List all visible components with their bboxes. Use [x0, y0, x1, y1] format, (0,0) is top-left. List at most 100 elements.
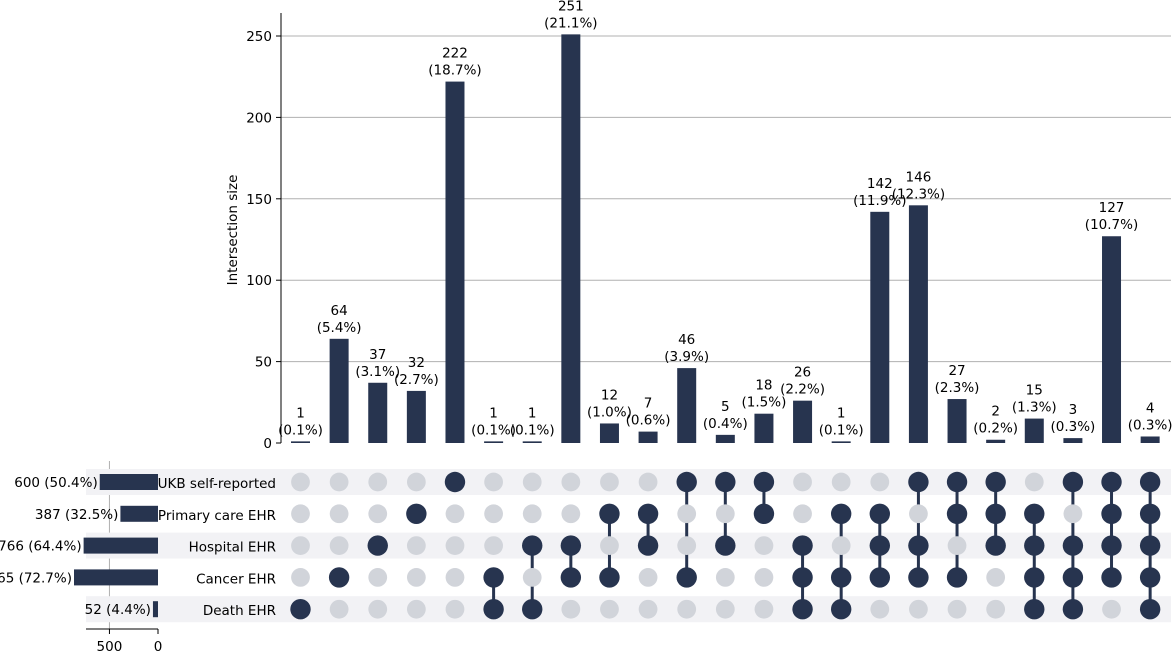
- membership-dot-active: [290, 599, 311, 620]
- membership-dot-inactive: [522, 504, 542, 524]
- membership-dot-inactive: [291, 568, 310, 587]
- intersection-bar: [291, 441, 310, 443]
- membership-dot-inactive: [484, 504, 503, 524]
- bar-percent-label: (0.2%): [973, 421, 1018, 437]
- membership-dot-inactive: [754, 599, 774, 619]
- membership-dot-active: [792, 535, 813, 556]
- membership-dot-active: [1139, 503, 1161, 524]
- bar-percent-label: (0.1%): [819, 422, 864, 438]
- membership-dot-inactive: [870, 599, 890, 619]
- intersection-bar: [831, 441, 851, 443]
- set-size-label: 865 (72.7%): [0, 570, 72, 586]
- membership-dot-active: [599, 503, 620, 524]
- y-tick-label: 100: [246, 273, 272, 289]
- set-name-label: Primary care EHR: [158, 508, 276, 524]
- membership-dot-active: [367, 535, 388, 556]
- bar-percent-label: (18.7%): [428, 63, 481, 79]
- membership-dot-inactive: [368, 472, 388, 492]
- set-size-label: 766 (64.4%): [0, 539, 82, 555]
- membership-dot-active: [830, 599, 852, 620]
- bar-count-label: 3: [1069, 402, 1078, 418]
- bar-count-label: 146: [906, 169, 932, 185]
- intersection-bar: [1102, 236, 1122, 443]
- membership-dot-inactive: [368, 599, 388, 619]
- membership-dot-active: [1024, 567, 1045, 588]
- set-name-label: Death EHR: [203, 603, 276, 619]
- bar-count-label: 1: [489, 405, 498, 421]
- set-size-bar: [74, 569, 158, 586]
- membership-dot-active: [560, 535, 582, 556]
- intersection-bar: [329, 338, 349, 443]
- bar-percent-label: (2.3%): [935, 380, 980, 396]
- membership-dot-inactive: [561, 504, 581, 524]
- membership-dot-active: [522, 599, 543, 620]
- bar-count-label: 18: [755, 378, 772, 394]
- membership-dot-inactive: [986, 599, 1006, 619]
- set-name-label: UKB self-reported: [158, 476, 276, 492]
- membership-dot-inactive: [329, 599, 349, 619]
- membership-dot-active: [1062, 599, 1084, 620]
- membership-dot-inactive: [368, 568, 388, 587]
- bar-count-label: 222: [442, 46, 468, 62]
- membership-dot-inactive: [715, 504, 735, 524]
- set-size-bar: [83, 537, 158, 554]
- membership-dot-active: [1139, 599, 1161, 620]
- membership-dot-inactive: [291, 536, 310, 555]
- bar-percent-label: (1.5%): [742, 395, 787, 411]
- membership-dot-inactive: [1102, 599, 1121, 619]
- membership-dot-inactive: [947, 536, 967, 555]
- membership-dot-active: [830, 567, 852, 588]
- bar-percent-label: (21.1%): [544, 15, 597, 31]
- bar-count-label: 2: [991, 404, 1000, 420]
- set-size-bars: [74, 474, 158, 618]
- membership-dot-inactive: [329, 472, 349, 492]
- intersection-bar: [947, 399, 967, 443]
- y-axis-title: Intersection size: [225, 175, 241, 286]
- bar-percent-label: (0.6%): [626, 413, 671, 429]
- bar-count-label: 127: [1099, 200, 1125, 216]
- bar-count-label: 4: [1146, 400, 1155, 416]
- membership-dot-active: [522, 535, 543, 556]
- membership-dot-active: [985, 503, 1006, 524]
- bar-count-label: 26: [794, 365, 811, 381]
- membership-dot-inactive: [986, 568, 1006, 587]
- membership-dot-active: [715, 535, 736, 556]
- bar-percent-label: (10.7%): [1085, 217, 1138, 233]
- membership-dot-inactive: [406, 536, 426, 555]
- set-size-tick-label: 500: [97, 639, 123, 653]
- intersection-bar: [484, 441, 504, 443]
- bar-count-label: 46: [678, 332, 695, 348]
- membership-dot-active: [1101, 535, 1122, 556]
- membership-dot-inactive: [406, 568, 426, 587]
- membership-dot-inactive: [793, 472, 812, 492]
- membership-dot-active: [1062, 471, 1084, 493]
- intersection-bar: [522, 441, 542, 443]
- membership-dot-inactive: [600, 472, 619, 492]
- intersection-bar: [1140, 436, 1160, 443]
- set-size-label: 52 (4.4%): [85, 602, 151, 618]
- intersection-bar: [986, 439, 1006, 443]
- bar-count-label: 27: [948, 363, 965, 379]
- membership-dot-inactive: [484, 536, 503, 555]
- membership-dot-active: [715, 471, 736, 493]
- set-size-tick-label: 0: [154, 639, 163, 653]
- membership-dot-active: [830, 503, 852, 524]
- membership-dot-inactive: [715, 599, 735, 619]
- membership-dot-inactive: [677, 504, 697, 524]
- set-size-label: 600 (50.4%): [14, 475, 97, 491]
- membership-dot-inactive: [522, 568, 542, 587]
- y-tick-label: 150: [246, 192, 272, 208]
- membership-dot-inactive: [484, 472, 503, 492]
- bar-count-label: 1: [837, 405, 846, 421]
- membership-dot-inactive: [754, 536, 774, 555]
- membership-dot-inactive: [522, 472, 542, 492]
- membership-dot-active: [1139, 535, 1161, 556]
- bar-percent-label: (1.0%): [587, 404, 632, 420]
- bar-percent-label: (5.4%): [317, 320, 362, 336]
- intersection-bars: [291, 34, 1160, 444]
- set-size-label: 387 (32.5%): [35, 507, 118, 523]
- membership-dot-inactive: [329, 504, 349, 524]
- membership-dot-active: [869, 535, 890, 556]
- membership-dot-inactive: [291, 504, 310, 524]
